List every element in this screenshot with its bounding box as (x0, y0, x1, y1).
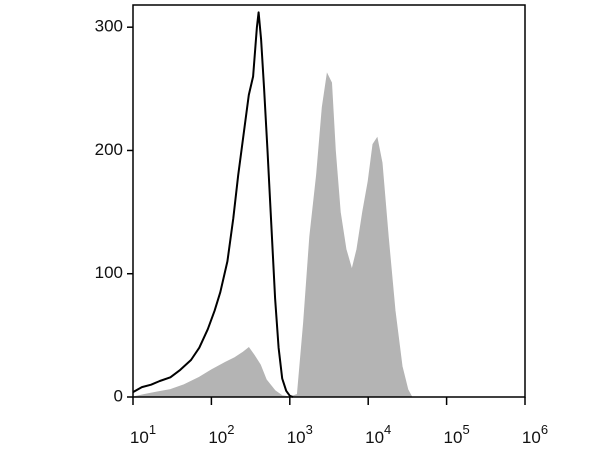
x-tick-exponent: 5 (462, 422, 469, 437)
histogram-area (132, 72, 413, 398)
x-tick-label: 102 (208, 422, 234, 447)
x-tick-base: 10 (130, 428, 149, 447)
x-tick-label: 104 (365, 422, 391, 447)
x-tick-label: 103 (287, 422, 313, 447)
x-tick-exponent: 6 (541, 422, 548, 437)
x-tick-label: 101 (130, 422, 156, 447)
y-tick-label: 100 (95, 263, 123, 282)
x-tick-label: 105 (444, 422, 470, 447)
y-tick-label: 0 (114, 386, 123, 405)
y-tick-label: 300 (95, 17, 123, 36)
x-tick-base: 10 (208, 428, 227, 447)
x-tick-base: 10 (287, 428, 306, 447)
x-tick-base: 10 (365, 428, 384, 447)
x-tick-exponent: 2 (227, 422, 234, 437)
x-tick-exponent: 4 (384, 422, 391, 437)
y-tick-label: 200 (95, 140, 123, 159)
plot-frame (132, 4, 526, 398)
x-tick-base: 10 (444, 428, 463, 447)
x-tick-base: 10 (522, 428, 541, 447)
x-tick-exponent: 3 (306, 422, 313, 437)
histogram-line (132, 11, 294, 398)
x-tick-label: 106 (522, 422, 548, 447)
x-tick-exponent: 1 (149, 422, 156, 437)
